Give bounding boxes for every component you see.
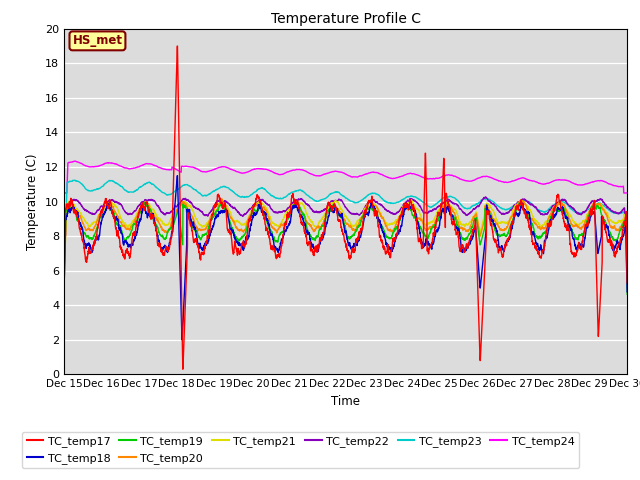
TC_temp23: [60, 216, 68, 222]
TC_temp17: [401, 202, 409, 208]
TC_temp21: [623, 259, 631, 265]
TC_temp23: [70, 177, 78, 183]
TC_temp20: [623, 276, 631, 281]
TC_temp20: [570, 224, 578, 229]
TC_temp17: [570, 254, 578, 260]
TC_temp22: [482, 194, 490, 200]
TC_temp18: [401, 205, 409, 211]
TC_temp22: [623, 233, 631, 239]
TC_temp24: [623, 190, 631, 196]
TC_temp22: [570, 206, 578, 212]
TC_temp24: [72, 158, 79, 164]
TC_temp18: [411, 207, 419, 213]
Text: HS_met: HS_met: [72, 35, 122, 48]
TC_temp18: [178, 337, 186, 343]
Line: TC_temp19: TC_temp19: [64, 202, 627, 294]
TC_temp21: [60, 259, 68, 265]
TC_temp19: [411, 214, 419, 219]
TC_temp18: [623, 289, 631, 295]
TC_temp24: [181, 163, 189, 169]
TC_temp21: [411, 204, 419, 210]
TC_temp19: [181, 203, 189, 208]
TC_temp17: [179, 366, 187, 372]
Line: TC_temp22: TC_temp22: [64, 197, 627, 236]
TC_temp24: [218, 164, 225, 169]
TC_temp20: [401, 208, 408, 214]
Line: TC_temp21: TC_temp21: [64, 200, 627, 262]
TC_temp20: [411, 207, 419, 213]
TC_temp22: [623, 233, 631, 239]
Line: TC_temp18: TC_temp18: [64, 176, 627, 340]
TC_temp19: [570, 232, 578, 238]
TC_temp22: [181, 196, 189, 202]
TC_temp17: [623, 280, 631, 286]
TC_temp19: [292, 199, 300, 205]
TC_temp17: [218, 201, 225, 206]
TC_temp18: [623, 280, 631, 286]
TC_temp17: [623, 270, 631, 276]
Line: TC_temp24: TC_temp24: [64, 161, 627, 193]
TC_temp22: [410, 197, 418, 203]
Legend: TC_temp17, TC_temp18, TC_temp19, TC_temp20, TC_temp21, TC_temp22, TC_temp23, TC_: TC_temp17, TC_temp18, TC_temp19, TC_temp…: [22, 432, 579, 468]
Line: TC_temp20: TC_temp20: [64, 199, 627, 279]
TC_temp23: [218, 184, 225, 190]
Y-axis label: Temperature (C): Temperature (C): [26, 153, 40, 250]
TC_temp19: [60, 288, 68, 293]
TC_temp20: [623, 276, 631, 282]
TC_temp23: [623, 216, 631, 222]
TC_temp24: [60, 190, 68, 196]
TC_temp17: [60, 285, 68, 291]
Line: TC_temp17: TC_temp17: [64, 46, 627, 369]
TC_temp24: [570, 180, 578, 186]
TC_temp18: [570, 237, 578, 242]
TC_temp21: [623, 259, 631, 265]
TC_temp24: [411, 171, 419, 177]
TC_temp21: [218, 200, 225, 205]
TC_temp22: [218, 198, 225, 204]
TC_temp18: [181, 278, 189, 284]
TC_temp17: [173, 43, 181, 49]
TC_temp20: [60, 276, 68, 282]
X-axis label: Time: Time: [331, 395, 360, 408]
TC_temp17: [181, 311, 189, 316]
Title: Temperature Profile C: Temperature Profile C: [271, 12, 420, 26]
TC_temp24: [623, 190, 631, 196]
TC_temp20: [218, 198, 225, 204]
TC_temp23: [411, 194, 419, 200]
TC_temp18: [218, 209, 225, 215]
TC_temp19: [401, 204, 408, 210]
TC_temp22: [60, 233, 68, 239]
TC_temp20: [181, 201, 189, 206]
Line: TC_temp23: TC_temp23: [64, 180, 627, 219]
TC_temp21: [401, 203, 408, 208]
TC_temp21: [570, 219, 578, 225]
TC_temp18: [60, 294, 68, 300]
TC_temp19: [623, 291, 631, 297]
TC_temp19: [623, 279, 631, 285]
TC_temp23: [401, 196, 408, 202]
TC_temp22: [401, 202, 408, 207]
TC_temp21: [181, 199, 189, 204]
TC_temp21: [407, 197, 415, 203]
TC_temp17: [411, 210, 419, 216]
TC_temp23: [570, 208, 578, 214]
TC_temp23: [181, 182, 189, 188]
TC_temp20: [218, 196, 226, 202]
TC_temp18: [173, 173, 181, 179]
TC_temp23: [623, 216, 631, 222]
TC_temp24: [401, 172, 408, 178]
TC_temp19: [218, 202, 225, 207]
